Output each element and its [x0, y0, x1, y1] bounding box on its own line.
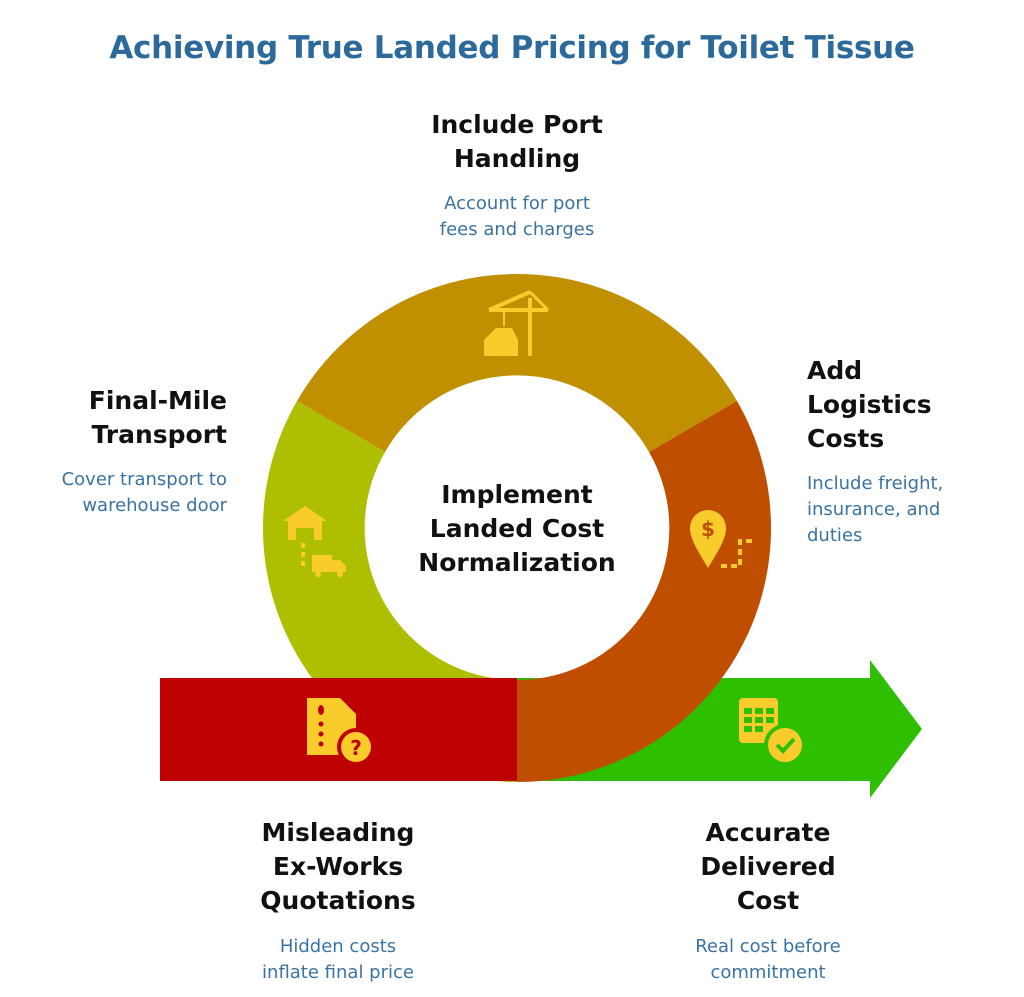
center-goal-label: Implement Landed Cost Normalization [418, 480, 616, 577]
document-question-icon: ? [307, 698, 375, 766]
spreadsheet-check-icon [739, 698, 806, 766]
dollar-location-route-icon: $ [690, 510, 752, 568]
step-desc-port-handling: Account for port fees and charges [439, 193, 595, 240]
step-desc-final-mile: Cover transport to warehouse door [61, 469, 227, 516]
step-desc-delivered-cost: Real cost before commitment [695, 936, 841, 983]
step-desc-ex-works: Hidden costs inflate final price [262, 936, 414, 983]
ring-segment-logistics [517, 401, 772, 782]
svg-text:$: $ [701, 517, 715, 541]
step-desc-logistics: Include freight, insurance, and duties [807, 473, 944, 546]
page-title: Achieving True Landed Pricing for Toilet… [109, 30, 915, 66]
warehouse-truck-icon [283, 506, 346, 577]
port-crane-icon [484, 290, 550, 356]
step-heading-port-handling: Include Port Handling [431, 110, 603, 173]
step-heading-final-mile: Final-Mile Transport [88, 386, 227, 449]
svg-text:?: ? [350, 736, 362, 760]
step-heading-ex-works: Misleading Ex-Works Quotations [260, 818, 416, 915]
step-heading-delivered-cost: Accurate Delivered Cost [700, 818, 836, 915]
step-heading-logistics: Add Logistics Costs [807, 356, 932, 453]
ring-segment-port-handling [297, 273, 737, 452]
